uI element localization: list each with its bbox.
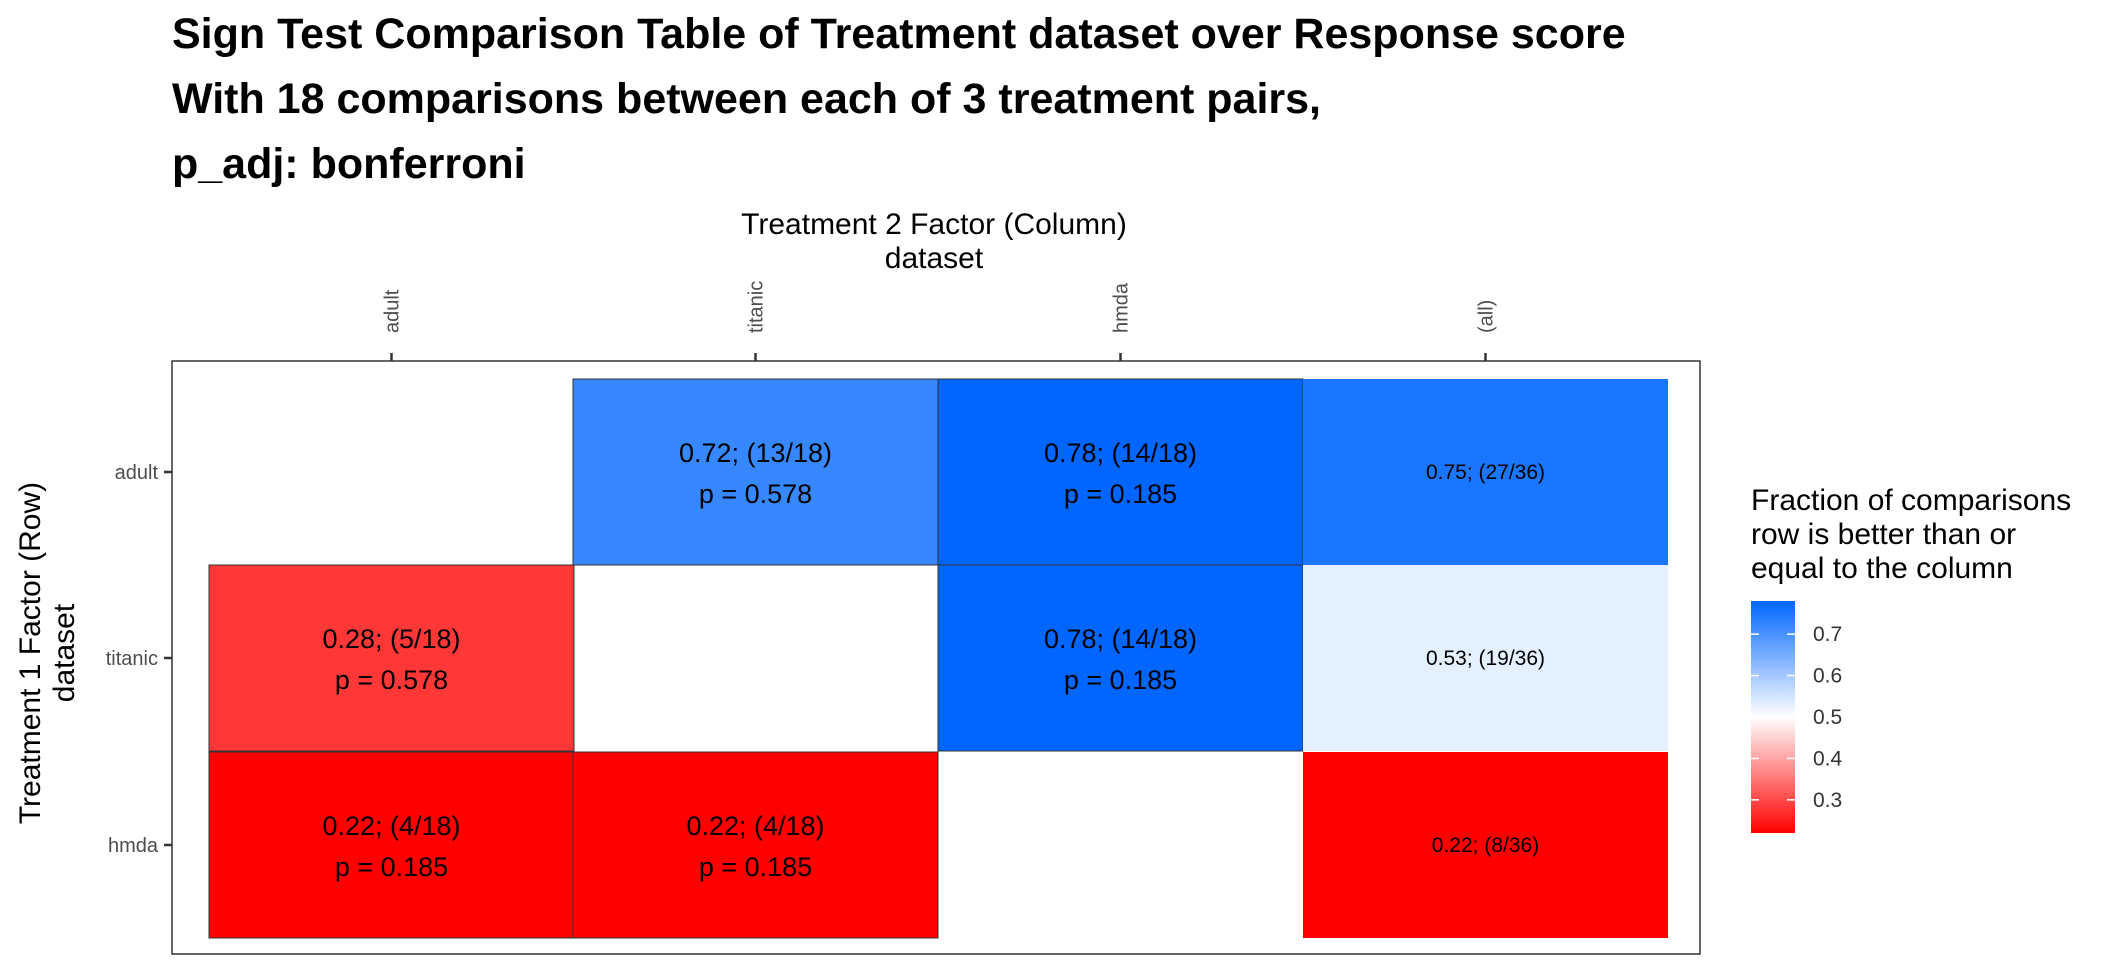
heatmap-cell-rect	[572, 751, 939, 939]
chart-title-line-2: With 18 comparisons between each of 3 tr…	[172, 75, 1321, 123]
heatmap-cell-rect	[937, 564, 1304, 752]
heatmap-cell-label: 0.22; (8/36)	[1432, 834, 1539, 857]
heatmap-cell-rect	[1303, 752, 1668, 938]
heatmap-cell-label-line-2: p = 0.185	[1064, 665, 1177, 695]
x-axis-ticks: adult titanic hmda (all)	[382, 281, 1498, 361]
heatmap-cell-label-line-1: 0.22; (4/18)	[322, 811, 460, 841]
heatmap-cell-label: 0.75; (27/36)	[1426, 461, 1545, 484]
x-axis-title-line-1: Treatment 2 Factor (Column)	[741, 208, 1127, 241]
chart-title-group: Sign Test Comparison Table of Treatment …	[172, 10, 1626, 188]
heatmap-cell-label-line-2: p = 0.185	[699, 852, 812, 882]
heatmap-cell-hmda-vs-adult: 0.22; (4/18) p = 0.185	[208, 751, 575, 939]
legend-tick-label: 0.7	[1813, 623, 1842, 646]
x-axis-title: Treatment 2 Factor (Column) dataset	[741, 208, 1127, 275]
heatmap-cell-label-line-2: p = 0.185	[335, 852, 448, 882]
heatmap-cell-label-line-1: 0.28; (5/18)	[322, 624, 460, 654]
chart-title-line-1: Sign Test Comparison Table of Treatment …	[172, 10, 1626, 58]
y-tick-label-adult: adult	[115, 462, 159, 484]
heatmap-cell-label-line-1: 0.78; (14/18)	[1044, 438, 1197, 468]
legend-tick-label: 0.5	[1813, 706, 1842, 729]
x-tick-label-adult: adult	[382, 289, 404, 333]
y-axis-ticks: adult titanic hmda	[106, 462, 172, 857]
heatmap-cell-rect	[208, 751, 575, 939]
legend-title-line-2: row is better than or	[1751, 518, 2016, 551]
y-axis-title-line-2: dataset	[48, 603, 81, 702]
heatmap-cell-hmda-vs-all: 0.22; (8/36)	[1303, 752, 1668, 938]
heatmap-cell-rect	[937, 378, 1304, 566]
heatmap-cell-adult-vs-titanic: 0.72; (13/18) p = 0.578	[572, 378, 939, 566]
heatmap-cells: 0.72; (13/18) p = 0.578 0.78; (14/18) p = 0…	[208, 378, 1668, 939]
legend-tick-label: 0.6	[1813, 665, 1842, 688]
heatmap-cell-titanic-vs-all: 0.53; (19/36)	[1303, 565, 1668, 751]
heatmap-cell-rect	[572, 378, 939, 566]
y-tick-label-titanic: titanic	[106, 648, 158, 670]
legend-title-line-1: Fraction of comparisons	[1751, 484, 2071, 517]
legend-tick-label: 0.3	[1813, 789, 1842, 812]
y-axis-title: Treatment 1 Factor (Row) dataset	[14, 482, 81, 824]
heatmap-cell-titanic-vs-adult: 0.28; (5/18) p = 0.578	[208, 564, 575, 752]
heatmap-cell-hmda-vs-titanic: 0.22; (4/18) p = 0.185	[572, 751, 939, 939]
heatmap-cell-label-line-1: 0.78; (14/18)	[1044, 624, 1197, 654]
heatmap-cell-rect	[208, 564, 575, 752]
heatmap-cell-label-line-2: p = 0.185	[1064, 479, 1177, 509]
heatmap-cell-label-line-1: 0.22; (4/18)	[686, 811, 824, 841]
x-axis-title-line-2: dataset	[885, 242, 984, 275]
heatmap-cell-rect	[1303, 565, 1668, 751]
chart-title-line-3: p_adj: bonferroni	[172, 140, 526, 188]
heatmap-cell-titanic-vs-hmda: 0.78; (14/18) p = 0.185	[937, 564, 1304, 752]
x-tick-label-all: (all)	[1476, 300, 1498, 333]
color-legend: Fraction of comparisons row is better th…	[1751, 484, 2071, 833]
x-tick-label-hmda: hmda	[1111, 282, 1133, 333]
heatmap-cell-label-line-2: p = 0.578	[335, 665, 448, 695]
heatmap-cell-label-line-1: 0.72; (13/18)	[679, 438, 832, 468]
y-tick-label-hmda: hmda	[108, 835, 159, 857]
heatmap-cell-adult-vs-all: 0.75; (27/36)	[1303, 379, 1668, 565]
heatmap-cell-rect	[1303, 379, 1668, 565]
y-axis-title-line-1: Treatment 1 Factor (Row)	[14, 482, 47, 824]
x-tick-label-titanic: titanic	[746, 281, 768, 333]
legend-title-line-3: equal to the column	[1751, 552, 2013, 585]
heatmap-cell-adult-vs-hmda: 0.78; (14/18) p = 0.185	[937, 378, 1304, 566]
legend-tick-label: 0.4	[1813, 747, 1843, 770]
legend-ticks: 0.7 0.6 0.5 0.4 0.3	[1751, 623, 1843, 812]
heatmap-cell-label: 0.53; (19/36)	[1426, 647, 1545, 670]
heatmap-cell-label-line-2: p = 0.578	[699, 479, 812, 509]
